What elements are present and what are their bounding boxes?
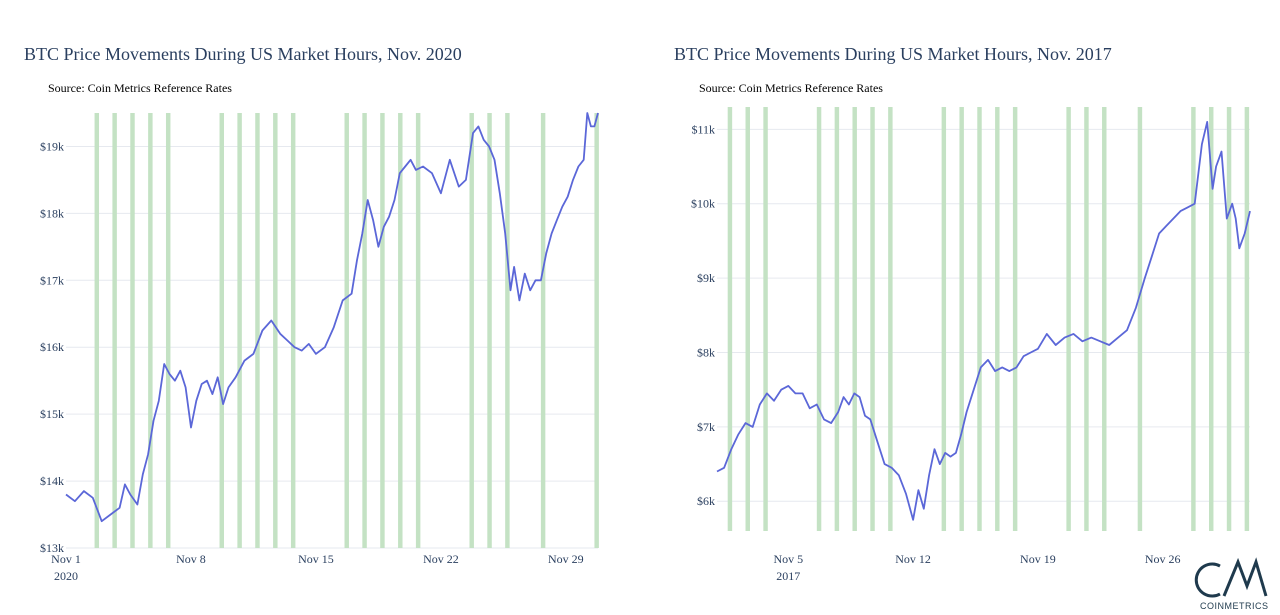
btc-price-line	[65, 112, 599, 523]
x-tick-label: Nov 8	[176, 552, 206, 566]
y-tick-label: $10k	[691, 197, 715, 211]
market-hours-band	[1209, 107, 1214, 531]
y-tick-label: $16k	[40, 340, 64, 354]
market-hours-band	[1066, 107, 1071, 531]
market-hours-bands	[727, 107, 1250, 531]
chart-subtitle: Source: Coin Metrics Reference Rates	[699, 81, 883, 95]
market-hours-band	[380, 113, 385, 548]
market-hours-band	[487, 113, 492, 548]
market-hours-band	[1012, 107, 1018, 531]
x-tick-label: Nov 1	[51, 552, 81, 566]
coinmetrics-logo: COINMETRICS	[1194, 557, 1269, 611]
market-hours-band	[852, 107, 857, 531]
market-hours-band	[1244, 107, 1250, 531]
market-hours-band	[594, 113, 599, 548]
chart-2020: BTC Price Movements During US Market Hou…	[24, 44, 599, 583]
x-tick-label: Nov 29	[548, 552, 584, 566]
x-tick-label: Nov 19	[1020, 552, 1056, 566]
logo-wordmark: COINMETRICS	[1200, 601, 1269, 611]
market-hours-band	[727, 107, 733, 531]
x-tick-label: Nov 15	[298, 552, 334, 566]
market-hours-band	[959, 107, 964, 531]
market-hours-band	[1137, 107, 1143, 531]
y-tick-label: $15k	[40, 407, 64, 421]
market-hours-band	[1226, 107, 1232, 531]
x-tick-label: Nov 5	[773, 552, 803, 566]
x-axis-ticks: Nov 5 Nov 12 Nov 19 Nov 26 2017	[773, 552, 1180, 583]
market-hours-band	[977, 107, 982, 531]
market-hours-band	[273, 113, 278, 548]
price-series	[65, 112, 599, 523]
x-tick-label: Nov 22	[423, 552, 459, 566]
y-tick-label: $7k	[697, 420, 715, 434]
market-hours-band	[505, 113, 510, 548]
x-tick-year: 2020	[54, 569, 78, 583]
market-hours-band	[816, 107, 822, 531]
market-hours-band	[763, 107, 768, 531]
market-hours-band	[941, 107, 947, 531]
chart-2017: BTC Price Movements During US Market Hou…	[674, 44, 1251, 583]
market-hours-band	[219, 113, 224, 548]
market-hours-band	[745, 107, 750, 531]
market-hours-band	[94, 113, 100, 548]
chart-subtitle: Source: Coin Metrics Reference Rates	[48, 81, 232, 95]
y-tick-label: $11k	[691, 122, 715, 136]
market-hours-band	[415, 113, 421, 548]
market-hours-band	[1102, 107, 1107, 531]
y-tick-label: $8k	[697, 345, 715, 359]
market-hours-band	[398, 113, 403, 548]
gridlines	[66, 145, 598, 549]
y-tick-label: $9k	[697, 271, 715, 285]
market-hours-band	[290, 113, 296, 548]
y-axis-ticks: $13k $14k $15k $16k $17k $18k $19k	[40, 139, 64, 555]
x-tick-year: 2017	[776, 569, 800, 583]
y-tick-label: $18k	[40, 206, 64, 220]
y-tick-label: $19k	[40, 139, 64, 153]
cm-monogram-icon	[1194, 557, 1268, 598]
market-hours-band	[1084, 107, 1089, 531]
y-tick-label: $6k	[697, 494, 715, 508]
market-hours-band	[148, 113, 153, 548]
market-hours-band	[834, 107, 840, 531]
btc-price-line	[716, 121, 1251, 521]
y-tick-label: $13k	[40, 541, 64, 555]
market-hours-band	[1191, 107, 1196, 531]
market-hours-band	[237, 113, 242, 548]
market-hours-band	[165, 113, 171, 548]
y-axis-ticks: $6k $7k $8k $9k $10k $11k	[691, 122, 715, 508]
market-hours-band	[888, 107, 893, 531]
market-hours-band	[469, 113, 474, 548]
price-series	[716, 121, 1251, 521]
y-tick-label: $14k	[40, 474, 64, 488]
market-hours-band	[995, 107, 1000, 531]
market-hours-band	[344, 113, 349, 548]
market-hours-band	[130, 113, 135, 548]
chart-title: BTC Price Movements During US Market Hou…	[674, 44, 1112, 64]
chart-title: BTC Price Movements During US Market Hou…	[24, 44, 462, 64]
x-axis-ticks: Nov 1 Nov 8 Nov 15 Nov 22 Nov 29 2020	[51, 552, 584, 583]
y-tick-label: $17k	[40, 273, 64, 287]
market-hours-band	[540, 113, 546, 548]
market-hours-band	[870, 107, 875, 531]
market-hours-band	[112, 113, 117, 548]
market-hours-band	[362, 113, 367, 548]
market-hours-band	[255, 113, 260, 548]
x-tick-label: Nov 26	[1145, 552, 1181, 566]
market-hours-bands	[94, 113, 599, 548]
gridlines	[717, 128, 1250, 502]
x-tick-label: Nov 12	[895, 552, 931, 566]
